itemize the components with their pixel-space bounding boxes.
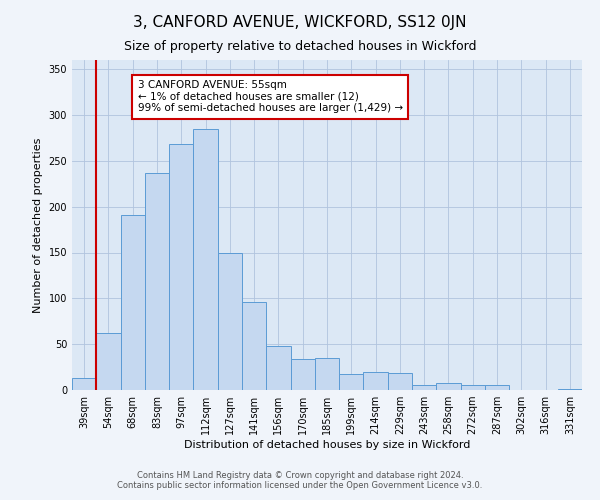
Bar <box>558 389 582 390</box>
Text: 3, CANFORD AVENUE, WICKFORD, SS12 0JN: 3, CANFORD AVENUE, WICKFORD, SS12 0JN <box>133 15 467 30</box>
Bar <box>412 386 436 390</box>
Bar <box>72 378 96 390</box>
Bar <box>169 144 193 390</box>
Bar <box>218 254 242 390</box>
Text: Contains HM Land Registry data © Crown copyright and database right 2024.
Contai: Contains HM Land Registry data © Crown c… <box>118 470 482 490</box>
Bar <box>364 372 388 390</box>
Bar <box>193 128 218 390</box>
Bar <box>266 346 290 390</box>
Bar <box>315 358 339 390</box>
Bar <box>96 333 121 390</box>
Bar <box>242 302 266 390</box>
Text: 3 CANFORD AVENUE: 55sqm
← 1% of detached houses are smaller (12)
99% of semi-det: 3 CANFORD AVENUE: 55sqm ← 1% of detached… <box>137 80 403 114</box>
Bar <box>485 384 509 390</box>
Bar <box>121 215 145 390</box>
Y-axis label: Number of detached properties: Number of detached properties <box>33 138 43 312</box>
Bar <box>339 374 364 390</box>
Bar <box>436 382 461 390</box>
Bar <box>145 173 169 390</box>
Bar <box>461 384 485 390</box>
Bar <box>388 372 412 390</box>
Text: Size of property relative to detached houses in Wickford: Size of property relative to detached ho… <box>124 40 476 53</box>
Bar <box>290 359 315 390</box>
X-axis label: Distribution of detached houses by size in Wickford: Distribution of detached houses by size … <box>184 440 470 450</box>
